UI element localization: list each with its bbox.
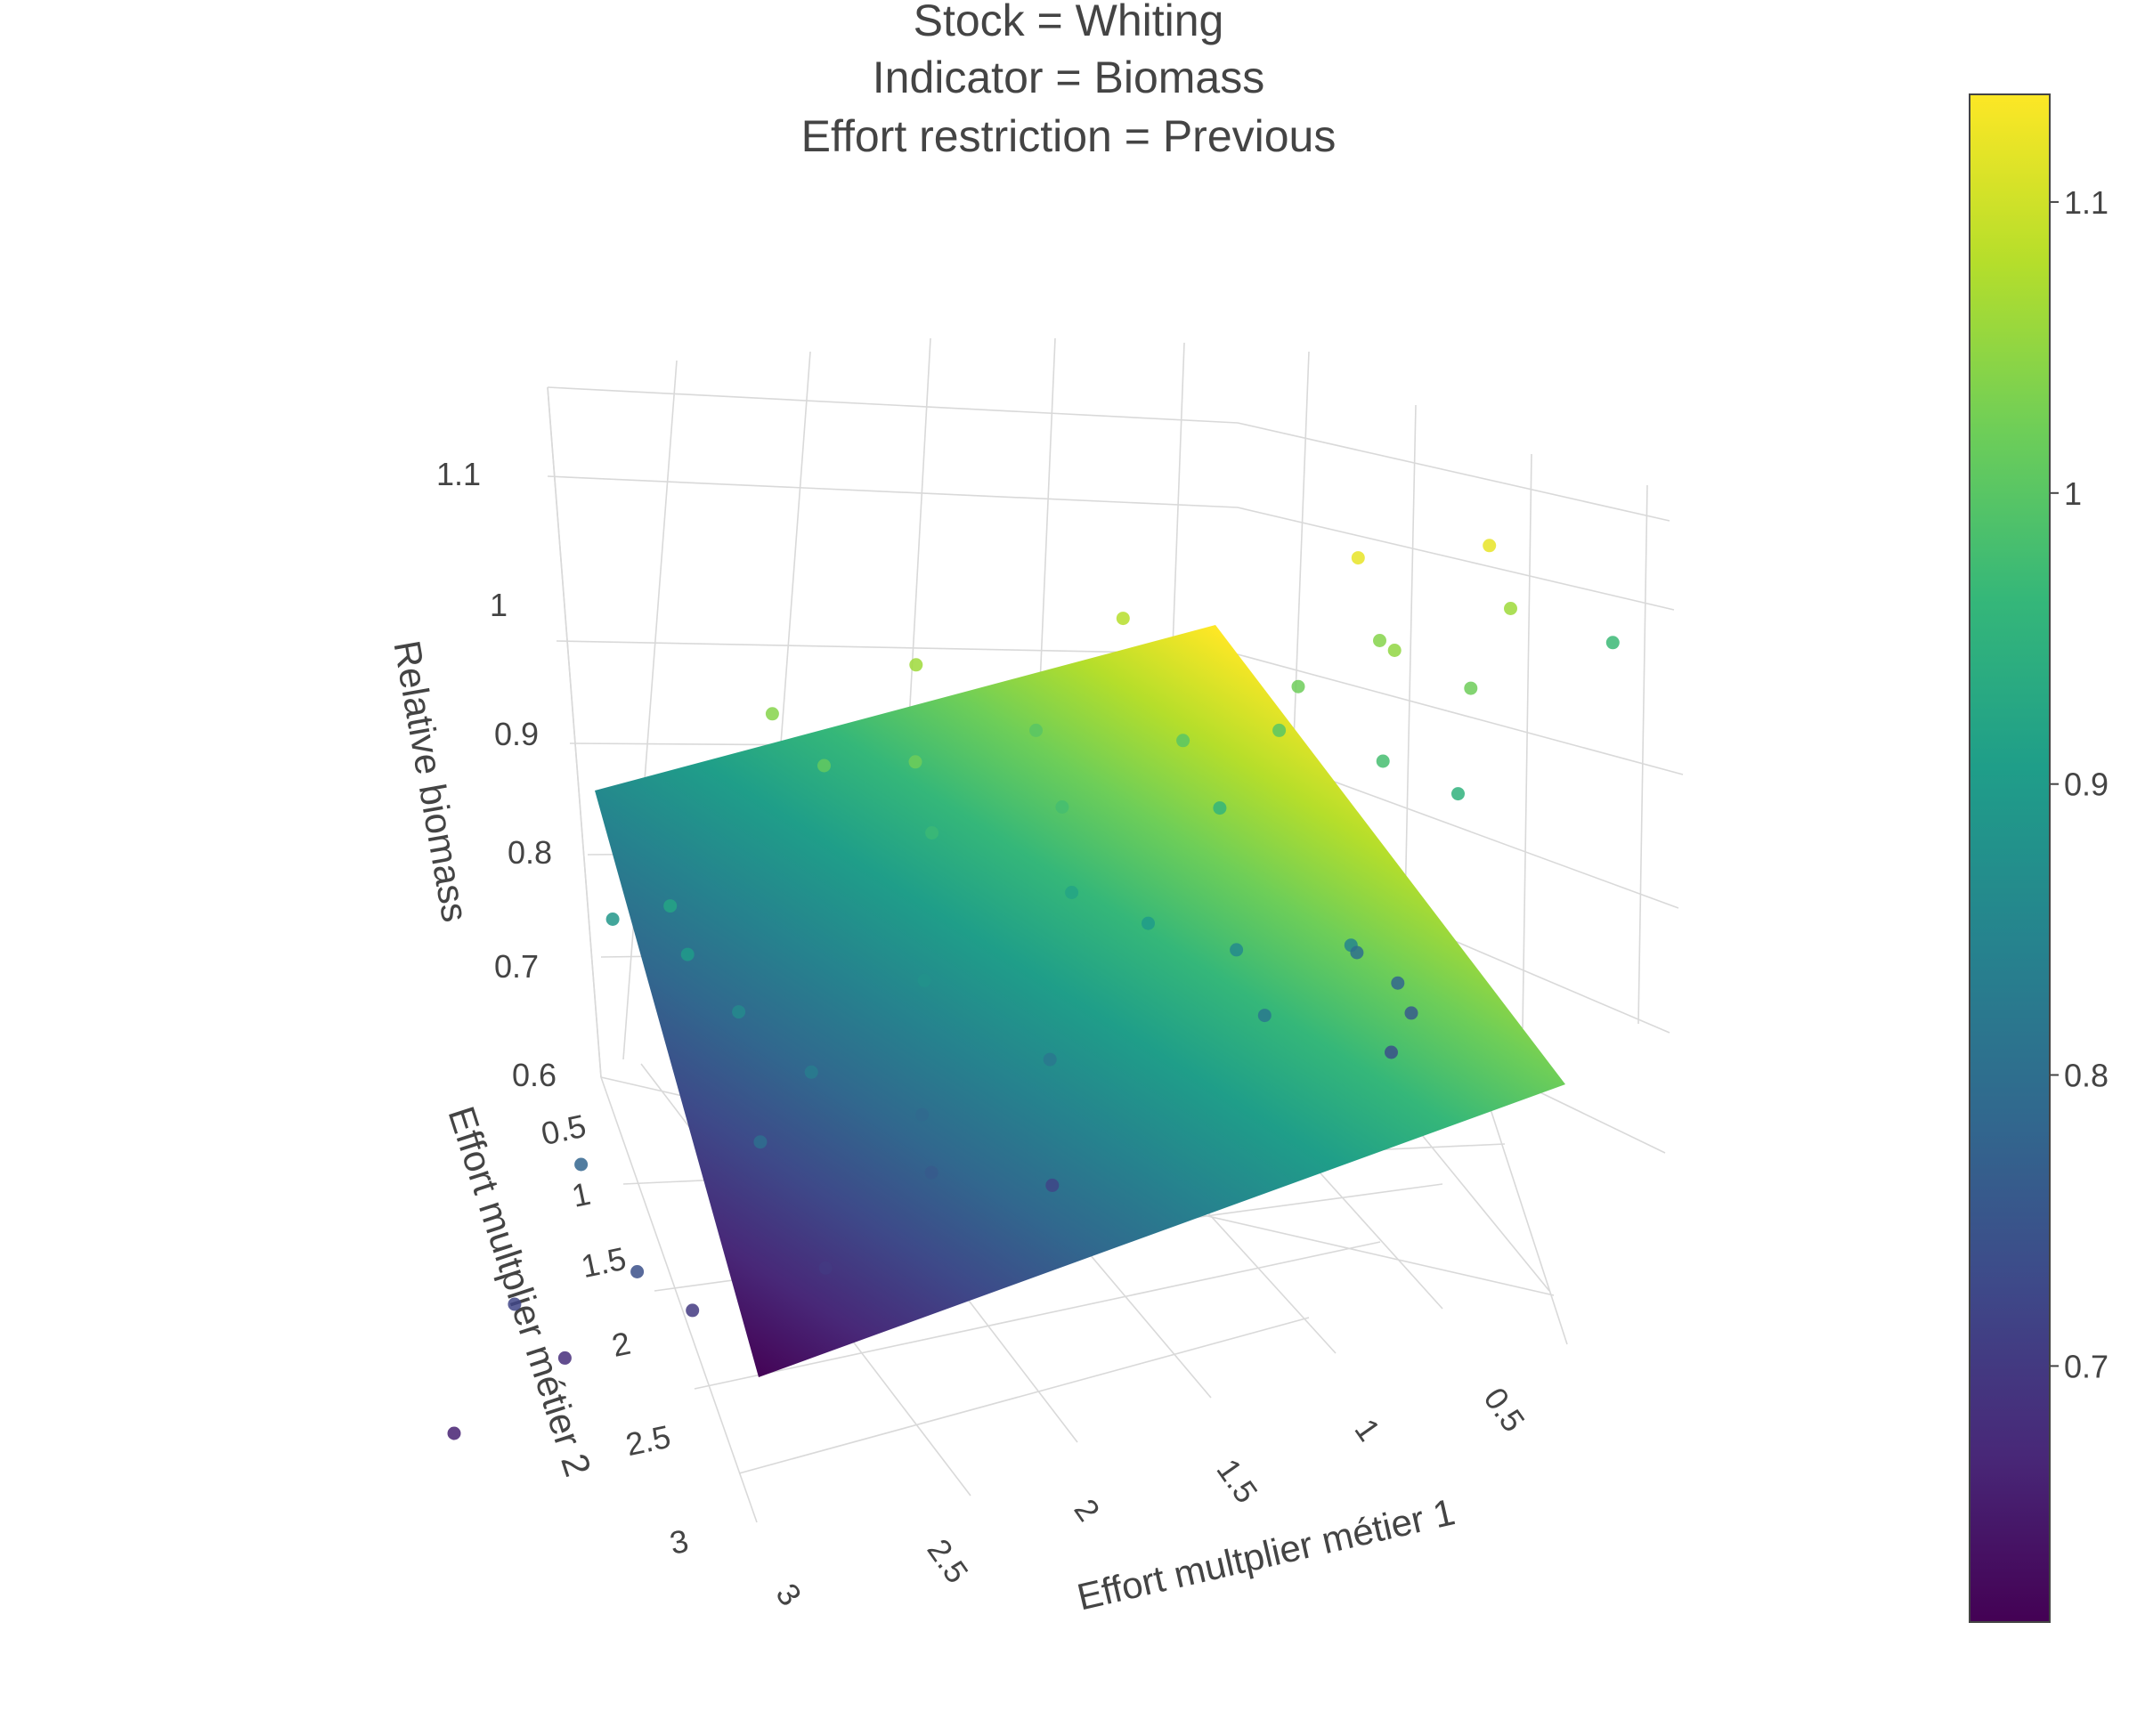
scatter-point [1043,1052,1057,1067]
scatter-point [909,658,923,672]
scatter-point [1291,679,1305,694]
scatter-point [605,913,620,926]
scatter-point [1351,551,1365,565]
scatter-point [1605,636,1620,650]
fitted-surface[interactable] [595,625,1565,1377]
scatter-point [1373,634,1386,647]
title-line-indicator: Indicator = Biomass [872,53,1265,102]
scatter-point [1504,602,1517,615]
z-tick-label: 1.1 [436,456,481,492]
scatter-point [630,1265,645,1278]
x-tick-label: 0.5 [1476,1381,1532,1439]
y-tick-label: 1.5 [578,1240,629,1286]
scatter-point [924,1165,938,1180]
y-tick-label: 1 [569,1175,594,1214]
scatter-points [447,539,1620,1440]
z-tick-label: 0.9 [494,716,539,752]
z-tick-label: 0.6 [512,1057,557,1093]
scatter-point [686,1303,700,1318]
title-line-restriction: Effort restriction = Previous [800,111,1337,161]
scatter-point [817,758,831,773]
scatter-point [818,1261,833,1275]
scatter-point [753,1135,768,1149]
scatter-point [508,1297,522,1311]
scatter-point [765,707,779,721]
scatter-point [732,1005,746,1019]
scatter-point [1404,1006,1418,1020]
colorbar-tick-label: 0.7 [2064,1348,2109,1384]
scatter-point [663,899,678,913]
z-tick-label: 1 [490,587,508,623]
scatter-point [1055,800,1069,814]
scatter-point [1376,754,1390,768]
scatter-point [804,1065,818,1079]
x-tick-label: 2.5 [920,1532,975,1590]
scatter-point [1350,945,1364,960]
colorbar-tick-label: 0.8 [2064,1058,2109,1094]
chart-title: Stock = Whiting Indicator = Biomass Effo… [0,0,2137,169]
colorbar-tick-label: 1 [2064,475,2082,512]
colorbar-ticks: 0.7 0.8 0.9 1 1.1 [2050,184,2109,1384]
scatter-point [1391,976,1405,990]
scatter-point [557,1351,572,1365]
title-line-stock: Stock = Whiting [913,0,1224,45]
scatter-point [1385,1045,1398,1059]
colorbar-gradient [1969,93,2051,1623]
y-tick-label: 2 [609,1325,634,1364]
z-axis-title: Relative biomass [386,637,476,925]
scatter-point [1213,801,1227,815]
scatter-point [1230,943,1244,957]
scatter-point [680,947,695,961]
scatter-point [1176,734,1190,748]
scatter-point [925,826,939,840]
scatter-point [1045,1178,1060,1192]
scatter-point [917,973,931,987]
scatter-point [1142,916,1155,930]
x-axis-title: Effort multplier métier 1 [1073,1490,1459,1618]
colorbar-tick-label: 1.1 [2064,184,2109,221]
x-tick-label: 2 [1067,1492,1107,1528]
scatter-point [1065,886,1079,899]
scatter-point [1272,723,1287,737]
z-tick-label: 0.8 [508,834,552,871]
z-tick-label: 0.7 [494,948,539,985]
scatter-point [908,755,922,769]
colorbar: 0.7 0.8 0.9 1 1.1 [1969,93,2109,1623]
scatter-point [447,1426,461,1440]
x-tick-label: 1 [1347,1412,1387,1448]
y-axis-title: Effort multplier métier 2 [440,1101,599,1481]
scatter-point [1029,723,1043,737]
scatter-point [915,1107,930,1122]
y-tick-label: 2.5 [622,1418,673,1464]
scatter-point [1451,787,1465,801]
scatter-point [1257,1009,1272,1023]
scatter-point [1483,539,1497,553]
scatter-point [574,1157,589,1172]
x-tick-label: 3 [768,1577,808,1612]
y-tick-label: 3 [667,1522,692,1562]
x-tick-label: 1.5 [1209,1452,1264,1510]
scatter-point [1464,681,1478,695]
scatter-point [1387,644,1402,657]
y-tick-label: 0.5 [538,1107,589,1153]
scatter-point [1116,612,1130,626]
colorbar-tick-label: 0.9 [2064,767,2109,803]
